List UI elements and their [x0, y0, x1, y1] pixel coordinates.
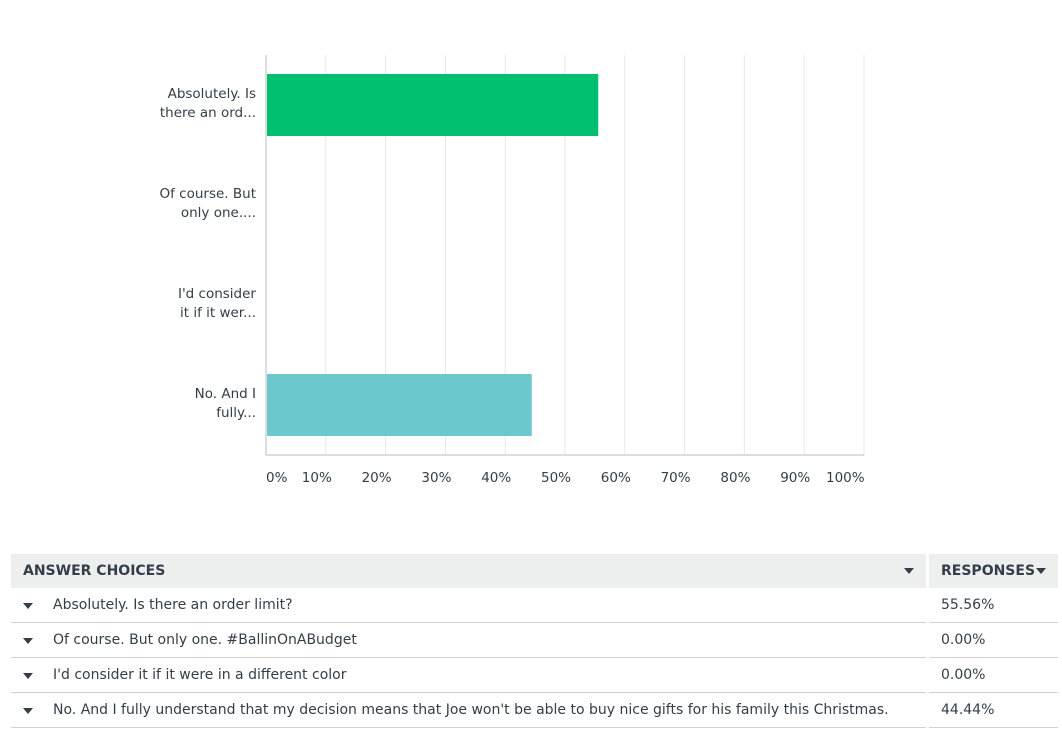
bar-chart	[265, 55, 865, 456]
table-row: I'd consider it if it were in a differen…	[11, 657, 1058, 693]
x-tick-label: 20%	[361, 470, 392, 486]
answer-choices-header[interactable]: ANSWER CHOICES	[11, 554, 928, 588]
x-tick-label: 10%	[301, 470, 332, 486]
row-expand[interactable]	[11, 622, 41, 658]
x-tick-label: 30%	[421, 470, 452, 486]
x-tick-label: 0%	[266, 470, 288, 486]
category-label: Absolutely. Is there an ord...	[106, 85, 256, 123]
row-expand[interactable]	[11, 588, 41, 623]
category-label: No. And I fully...	[106, 385, 256, 423]
expand-caret-icon[interactable]	[23, 603, 33, 609]
category-label: Of course. But only one....	[106, 185, 257, 223]
response-cell: 0.00%	[926, 622, 1058, 658]
category-label-line: fully...	[216, 405, 256, 421]
table-header-row: ANSWER CHOICES RESPONSES	[11, 554, 1058, 588]
x-tick-label: 80%	[720, 470, 751, 486]
sort-caret-icon[interactable]	[904, 568, 914, 574]
x-tick-label: 50%	[541, 470, 572, 486]
responses-header-label: RESPONSES	[941, 563, 1036, 579]
category-label-line: No. And I	[194, 386, 256, 402]
x-tick-label: 40%	[481, 470, 512, 486]
answer-choices-table: ANSWER CHOICES RESPONSES Absolutely. Is …	[11, 554, 1058, 728]
answer-choices-header-label: ANSWER CHOICES	[23, 563, 166, 579]
sort-caret-icon[interactable]	[1036, 568, 1046, 574]
category-label-line: it if it wer...	[180, 305, 256, 321]
category-label-line: I'd consider	[177, 286, 256, 302]
bar	[267, 74, 599, 136]
table-row: No. And I fully understand that my decis…	[11, 692, 1058, 728]
expand-caret-icon[interactable]	[23, 638, 33, 644]
x-tick-label: 70%	[660, 470, 691, 486]
response-cell: 0.00%	[926, 657, 1058, 693]
response-cell: 44.44%	[926, 692, 1058, 728]
table-row: Of course. But only one. #BallinOnABudge…	[11, 622, 1058, 658]
x-tick-label: 90%	[780, 470, 811, 486]
table-row: Absolutely. Is there an order limit? 55.5…	[11, 588, 1058, 623]
category-label: I'd consider it if it wer...	[106, 285, 256, 323]
answer-choice-cell: I'd consider it if it were in a differen…	[41, 657, 928, 693]
responses-header[interactable]: RESPONSES	[926, 554, 1058, 588]
answer-choice-cell: Absolutely. Is there an order limit?	[41, 588, 928, 623]
answer-choice-cell: No. And I fully understand that my decis…	[41, 692, 928, 728]
expand-caret-icon[interactable]	[23, 708, 33, 714]
expand-caret-icon[interactable]	[23, 673, 33, 679]
x-tick-label: 100%	[826, 470, 865, 486]
category-label-line: only one....	[180, 205, 256, 221]
category-label-line: there an ord...	[159, 105, 256, 121]
row-expand[interactable]	[11, 692, 41, 728]
row-expand[interactable]	[11, 657, 41, 693]
answer-choice-cell: Of course. But only one. #BallinOnABudge…	[41, 622, 928, 658]
response-cell: 55.56%	[926, 588, 1058, 623]
category-label-line: Absolutely. Is	[167, 86, 256, 102]
x-tick-label: 60%	[600, 470, 631, 486]
category-label-line: Of course. But	[159, 186, 257, 202]
bar	[267, 374, 532, 436]
